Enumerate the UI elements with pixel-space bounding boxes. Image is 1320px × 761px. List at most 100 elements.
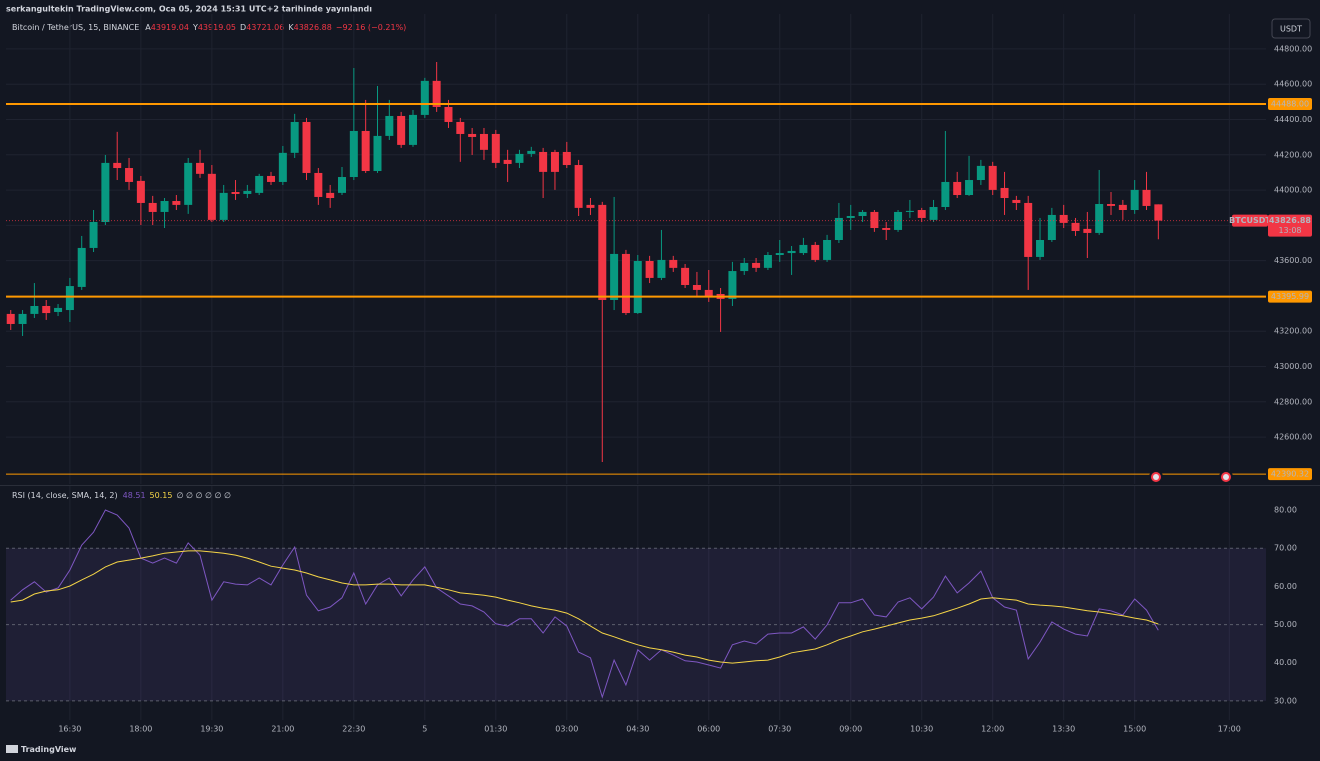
candle-body xyxy=(491,133,500,163)
candle-body xyxy=(657,259,666,278)
candle-body xyxy=(811,244,820,260)
candle-body xyxy=(598,204,607,300)
y-tick-label: 44400.00 xyxy=(1274,115,1312,124)
candle-body xyxy=(420,80,429,115)
level-label: 43395.99 xyxy=(1271,292,1309,301)
candle-body xyxy=(101,162,110,223)
sma-value: 50.15 xyxy=(150,491,173,500)
level-label: 42390.32 xyxy=(1271,470,1309,479)
candle-body xyxy=(775,253,784,255)
y-tick-label: 44000.00 xyxy=(1274,186,1312,195)
candle-body xyxy=(905,210,914,212)
candle-body xyxy=(941,181,950,208)
price-label: 43826.88 xyxy=(1269,216,1311,225)
y-tick-label: 43600.00 xyxy=(1274,256,1312,265)
countdown: 13:08 xyxy=(1278,226,1301,235)
y-tick-label: 44200.00 xyxy=(1274,150,1312,159)
ohlc-letter: K xyxy=(288,23,294,32)
y-tick-label: 44800.00 xyxy=(1274,44,1312,53)
rsi-legend: RSI (14, close, SMA, 14, 2) 48.51 50.15 ∅ ∅… xyxy=(12,491,231,500)
candle-body xyxy=(823,240,832,260)
level-tag xyxy=(1268,97,1312,110)
candle-body xyxy=(740,262,749,272)
x-tick-label: 15:00 xyxy=(1123,725,1146,734)
candle-body xyxy=(527,150,536,154)
x-tick-label: 04:30 xyxy=(626,725,649,734)
rsi-value: 48.51 xyxy=(123,491,146,500)
candle-body xyxy=(633,260,642,314)
ohlc-letter: A xyxy=(145,23,151,32)
candle-body xyxy=(42,305,51,314)
y-tick-label: 30.00 xyxy=(1274,696,1297,705)
candle-body xyxy=(550,151,559,172)
candle-body xyxy=(917,210,926,218)
y-tick-label: 42800.00 xyxy=(1274,397,1312,406)
candle-body xyxy=(1142,189,1151,206)
x-tick-label: 06:00 xyxy=(697,725,720,734)
candle-body xyxy=(704,289,713,297)
x-tick-label: 10:30 xyxy=(910,725,933,734)
series-line xyxy=(10,509,1159,699)
brand-logo xyxy=(6,745,18,753)
rsi-title: RSI (14, close, SMA, 14, 2) xyxy=(12,491,118,500)
candle-body xyxy=(1083,228,1092,233)
candle-body xyxy=(148,202,157,212)
candle-body xyxy=(621,253,630,314)
price-tag xyxy=(1268,214,1312,237)
candle-body xyxy=(172,201,181,205)
candle-body xyxy=(976,165,985,181)
candle-body xyxy=(728,271,737,299)
x-tick-label: 09:00 xyxy=(839,725,862,734)
candle-body xyxy=(444,106,453,122)
legend: Bitcoin / TetherUS, 15, BINANCE A43919.04… xyxy=(12,23,406,32)
x-tick-label: 17:00 xyxy=(1218,725,1241,734)
candle-body xyxy=(30,305,39,314)
candle-body xyxy=(302,121,311,173)
candle-body xyxy=(18,313,27,324)
candle-body xyxy=(196,162,205,174)
candle-body xyxy=(799,244,808,254)
y-tick-label: 70.00 xyxy=(1274,544,1297,553)
candle-body xyxy=(408,114,417,145)
candle-body xyxy=(1107,204,1116,206)
currency[interactable]: USDT xyxy=(1280,25,1302,34)
candle-body xyxy=(432,80,441,107)
symbol-title: Bitcoin / TetherUS, 15, BINANCE xyxy=(12,23,139,32)
candle-body xyxy=(219,192,228,220)
ohlc-value: 43919.04 xyxy=(151,23,189,32)
candle-body xyxy=(610,253,619,300)
candle-body xyxy=(1047,214,1056,241)
candle-body xyxy=(1024,202,1033,257)
x-tick-label: 13:30 xyxy=(1052,725,1075,734)
candle-body xyxy=(468,133,477,137)
y-tick-label: 42600.00 xyxy=(1274,433,1312,442)
candle-body xyxy=(314,172,323,197)
x-tick-label: 16:30 xyxy=(58,725,81,734)
candle-body xyxy=(988,165,997,190)
candle-body xyxy=(267,175,276,182)
candle-body xyxy=(89,222,98,248)
plots: 16:30 18:00 19:30 21:00 22:30 5 01:30 03:00 04:3… xyxy=(6,14,1312,734)
candle-body xyxy=(965,180,974,196)
candle-body xyxy=(692,284,701,290)
candle-body xyxy=(787,250,796,254)
symbol-label: BTCUSDT xyxy=(1229,216,1271,225)
event-flag-core xyxy=(1153,474,1159,480)
event-flag-core xyxy=(1223,474,1229,480)
candle-body xyxy=(645,260,654,278)
candle-body xyxy=(894,211,903,230)
candle-body xyxy=(586,204,595,208)
candle-body xyxy=(882,228,891,230)
currency-button[interactable] xyxy=(1271,18,1311,39)
brand: TradingView xyxy=(21,745,77,754)
x-tick-label: 01:30 xyxy=(484,725,507,734)
series-line xyxy=(10,550,1159,664)
candle-body xyxy=(681,267,690,285)
candle-body xyxy=(361,130,370,172)
candle-body xyxy=(326,192,335,199)
level-tag xyxy=(1268,468,1312,481)
candle-body xyxy=(231,192,240,194)
